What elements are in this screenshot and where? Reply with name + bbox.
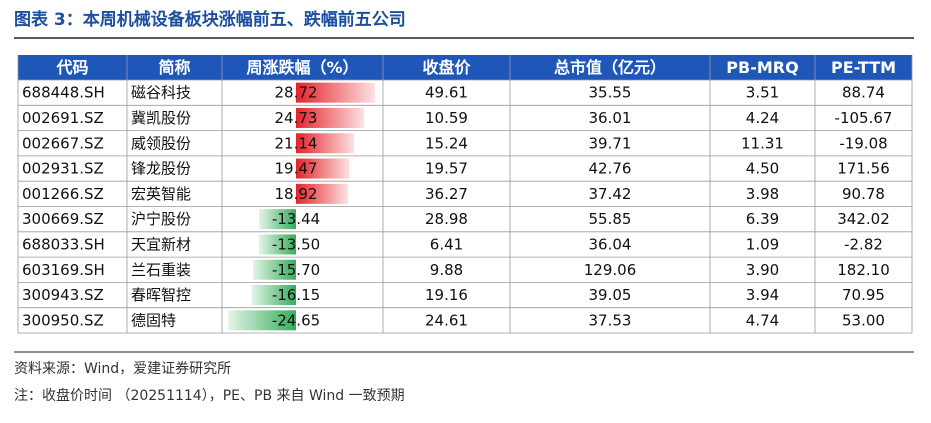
cell: 37.53 [589,311,632,329]
cell: -19.08 [839,134,887,152]
cell: 冀凯股份 [131,109,191,127]
cell: 28.98 [425,210,468,228]
header-cell: 代码 [55,58,88,77]
change-bar [228,310,296,331]
cell: 15.24 [425,134,468,152]
header-cell: 总市值（亿元） [554,58,666,77]
cell: 19.57 [425,160,468,178]
header-cell: 简称 [158,58,190,77]
change-bar [296,158,350,179]
change-bar [252,259,296,280]
cell: 19.47 [275,160,318,178]
source: 资料来源：Wind，爱建证券研究所 [14,361,231,377]
cell: 9.88 [430,261,463,279]
cell: 002667.SZ [22,134,104,152]
cell: 688033.SH [22,235,105,253]
cell: 36.01 [589,109,632,127]
cell: 55.85 [589,210,632,228]
cell: 锋龙股份 [131,160,191,178]
cell: -13.44 [272,210,320,228]
cell: 3.94 [746,286,779,304]
cell: -15.70 [272,261,320,279]
cell: 53.00 [842,311,885,329]
cell: 10.59 [425,109,468,127]
cell: -16.15 [272,286,320,304]
cell: 688448.SH [22,84,105,102]
cell: 300669.SZ [22,210,104,228]
change-bar [296,82,375,103]
cell: 171.56 [837,160,890,178]
cell: 001266.SZ [22,185,104,203]
cell: 19.16 [425,286,468,304]
cell: 3.51 [746,84,779,102]
cell: 90.78 [842,185,885,203]
cell: 42.76 [589,160,632,178]
cell: 24.61 [425,311,468,329]
note: 注：收盘价时间 （20251114），PE、PB 来自 Wind 一致预期 [14,387,405,404]
cell: 沪宁股份 [131,210,191,228]
cell: 37.42 [589,185,632,203]
header-bg [18,55,912,80]
cell: 18.92 [275,185,318,203]
change-bar [251,285,296,306]
cell: 603169.SH [22,261,105,279]
cell: 6.41 [430,235,463,253]
cell: 4.74 [746,311,779,329]
cell: 3.90 [746,261,779,279]
cell: -24.65 [272,311,320,329]
header-cell: PB-MRQ [726,58,798,77]
cell: 182.10 [837,261,890,279]
cell: -2.82 [844,235,883,253]
cell: 1.09 [746,235,779,253]
cell: 4.24 [746,109,779,127]
cell: 300950.SZ [22,311,104,329]
cell: 300943.SZ [22,286,104,304]
cell: 342.02 [837,210,890,228]
cell: 德固特 [131,311,176,329]
cell: -105.67 [835,109,893,127]
cell: 39.71 [589,134,632,152]
cell: 49.61 [425,84,468,102]
cell: 21.14 [275,134,318,152]
table: 代码 简称 周涨跌幅（%） 收盘价 总市值（亿元） PB-MRQ PE-TTM 688448.… [17,55,913,334]
cell: 35.55 [589,84,632,102]
cell: 002691.SZ [22,109,104,127]
cell: 36.04 [589,235,632,253]
header-cell: PE-TTM [831,58,896,77]
cell: 28.72 [275,84,318,102]
cell: 002931.SZ [22,160,104,178]
cell: 威领股份 [131,134,191,152]
cell: 磁谷科技 [131,84,191,102]
cell: 春晖智控 [131,286,191,304]
change-bar [259,209,296,230]
cell: 兰石重装 [131,261,191,279]
cell: 6.39 [746,210,779,228]
cell: -13.50 [272,235,320,253]
cell: 36.27 [425,185,468,203]
cell: 39.05 [589,286,632,304]
cell: 88.74 [842,84,885,102]
cell: 天宜新材 [131,235,191,253]
title: 图表 3：本周机械设备板块涨幅前五、跌幅前五公司 [14,9,406,30]
header-cell: 周涨跌幅（%） [246,58,358,77]
change-bar [296,183,349,204]
change-bar [296,133,355,154]
change-bar [258,234,296,255]
cell: 4.50 [746,160,779,178]
cell: 129.06 [584,261,637,279]
change-bar [296,107,365,128]
cell: 70.95 [842,286,885,304]
header-cell: 收盘价 [422,58,471,77]
cell: 3.98 [746,185,779,203]
cell: 宏英智能 [131,185,191,203]
cell: 11.31 [741,134,784,152]
cell: 24.73 [275,109,318,127]
